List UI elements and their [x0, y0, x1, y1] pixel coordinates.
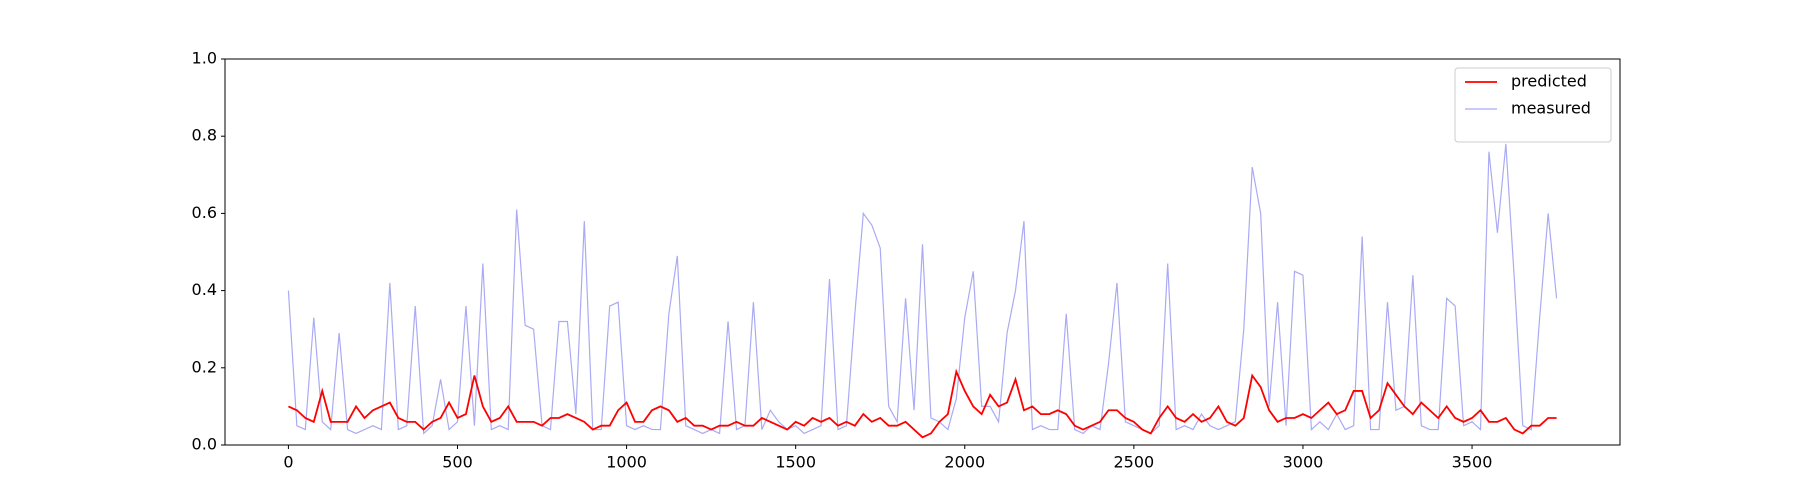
y-tick-label: 0.8 — [192, 126, 217, 145]
y-tick-label: 0.4 — [192, 280, 217, 299]
x-tick-label: 2000 — [944, 453, 985, 472]
legend-box — [1454, 67, 1612, 143]
x-tick-label: 2500 — [1114, 453, 1155, 472]
x-tick-label: 3500 — [1452, 453, 1493, 472]
y-tick-label: 0.2 — [192, 357, 217, 376]
x-tick-label: 3000 — [1283, 453, 1324, 472]
y-tick-label: 1.0 — [192, 49, 217, 68]
series-line — [287, 143, 1558, 435]
series-line — [288, 368, 1557, 439]
y-tick-label: 0.6 — [192, 203, 217, 222]
legend-label: measured — [1511, 99, 1591, 118]
legend-label: predicted — [1511, 72, 1587, 91]
x-tick-label: 1500 — [775, 453, 816, 472]
y-tick-label: 0.0 — [192, 435, 217, 454]
x-tick-label: 500 — [442, 453, 473, 472]
x-tick-label: 0 — [283, 453, 293, 472]
plot-frame — [224, 58, 1621, 446]
x-tick-label: 1000 — [606, 453, 647, 472]
